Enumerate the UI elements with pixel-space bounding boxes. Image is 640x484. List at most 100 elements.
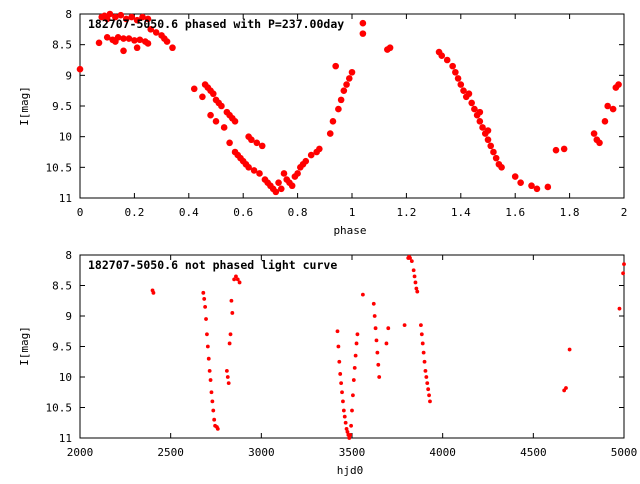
data-point <box>76 65 84 73</box>
x-tick-label: 4500 <box>520 446 547 459</box>
data-point <box>203 304 208 309</box>
data-point <box>230 311 235 315</box>
data-point <box>120 47 127 55</box>
data-point <box>212 417 217 422</box>
data-point <box>438 52 446 60</box>
data-point <box>235 277 240 282</box>
data-point <box>329 118 337 125</box>
data-point <box>484 127 492 134</box>
data-point <box>163 38 171 45</box>
y-tick-label: 10.5 <box>46 402 73 415</box>
x-tick-label: 0.6 <box>233 206 253 219</box>
data-point <box>288 182 296 190</box>
data-point <box>169 44 176 52</box>
x-tick-label: 1.2 <box>396 206 416 219</box>
data-point <box>205 332 209 337</box>
data-point <box>114 34 122 41</box>
data-point <box>454 75 462 82</box>
data-point <box>117 11 125 19</box>
data-point <box>272 188 280 196</box>
data-point <box>419 332 424 337</box>
data-point <box>212 118 220 125</box>
data-points <box>150 254 626 440</box>
data-point <box>211 408 216 413</box>
x-tick-label: 2 <box>621 206 628 219</box>
data-point <box>335 329 340 334</box>
data-point <box>248 136 255 144</box>
data-point <box>376 362 381 367</box>
data-point <box>202 297 207 301</box>
data-point <box>340 390 344 395</box>
data-point <box>139 13 146 21</box>
data-point <box>133 16 141 24</box>
data-point <box>151 290 156 295</box>
data-point <box>103 15 111 23</box>
data-point <box>128 13 135 21</box>
data-point <box>415 289 420 294</box>
x-tick-label: 0.8 <box>288 206 308 219</box>
data-point <box>206 356 211 361</box>
data-point <box>476 108 484 116</box>
y-tick-label: 11 <box>59 192 72 205</box>
data-point <box>564 386 568 390</box>
data-point <box>144 40 152 47</box>
data-point <box>147 26 155 33</box>
data-point <box>207 369 212 373</box>
x-tick-label: 3000 <box>248 446 275 459</box>
data-point <box>476 118 484 125</box>
data-point <box>492 154 500 162</box>
data-point <box>280 170 288 177</box>
data-point <box>225 375 230 379</box>
data-point <box>413 280 418 285</box>
axis-ticks: 0 0.2 0.4 0.6 0.8 1 1.2 1.4 1.6 1.8 2 8 8.5 9 9.5 10 10.… <box>46 8 628 219</box>
data-point <box>484 136 492 144</box>
data-point <box>229 298 234 303</box>
y-tick-label: 10 <box>59 131 72 144</box>
data-point <box>621 271 625 276</box>
data-point <box>210 399 215 404</box>
data-point <box>420 341 425 346</box>
data-point <box>337 359 342 364</box>
data-point <box>347 436 352 440</box>
data-point <box>423 369 428 373</box>
data-point <box>468 99 475 107</box>
data-point <box>152 29 160 36</box>
data-point <box>460 87 467 94</box>
data-point <box>205 344 210 349</box>
data-point <box>604 102 611 110</box>
data-point <box>131 37 138 44</box>
x-tick-label: 1.4 <box>451 206 471 219</box>
y-tick-label: 11 <box>59 432 72 445</box>
data-point <box>560 145 568 153</box>
data-point <box>342 414 347 419</box>
data-point <box>567 347 572 352</box>
data-point <box>207 111 214 119</box>
data-point <box>425 381 430 385</box>
x-tick-label: 1 <box>349 206 356 219</box>
data-point <box>426 387 431 392</box>
data-point <box>372 314 377 318</box>
data-point <box>226 139 233 147</box>
data-point <box>339 381 344 385</box>
data-point <box>412 274 417 279</box>
data-point <box>234 274 238 279</box>
data-point <box>354 341 359 346</box>
axis-ticks: 2000 2500 3000 3500 4000 4500 5000 8 8.5 9 9.5 10 10… <box>46 249 638 459</box>
data-point <box>479 124 486 131</box>
data-point <box>344 426 349 431</box>
data-point <box>427 393 431 398</box>
data-point <box>190 85 198 93</box>
y-tick-label: 8 <box>65 249 72 262</box>
data-point <box>201 290 206 295</box>
data-point <box>209 390 214 395</box>
data-point <box>275 179 282 186</box>
data-point <box>552 146 560 154</box>
x-tick-label: 2500 <box>157 446 184 459</box>
data-point <box>250 167 258 174</box>
y-tick-label: 10.5 <box>46 161 73 174</box>
unphased-light-curve-panel: 2000 2500 3000 3500 4000 4500 5000 8 8.5 9 9.5 10 10… <box>18 249 637 477</box>
data-point <box>215 426 220 431</box>
x-axis-label: phase <box>333 224 366 237</box>
x-tick-label: 0.4 <box>179 206 199 219</box>
